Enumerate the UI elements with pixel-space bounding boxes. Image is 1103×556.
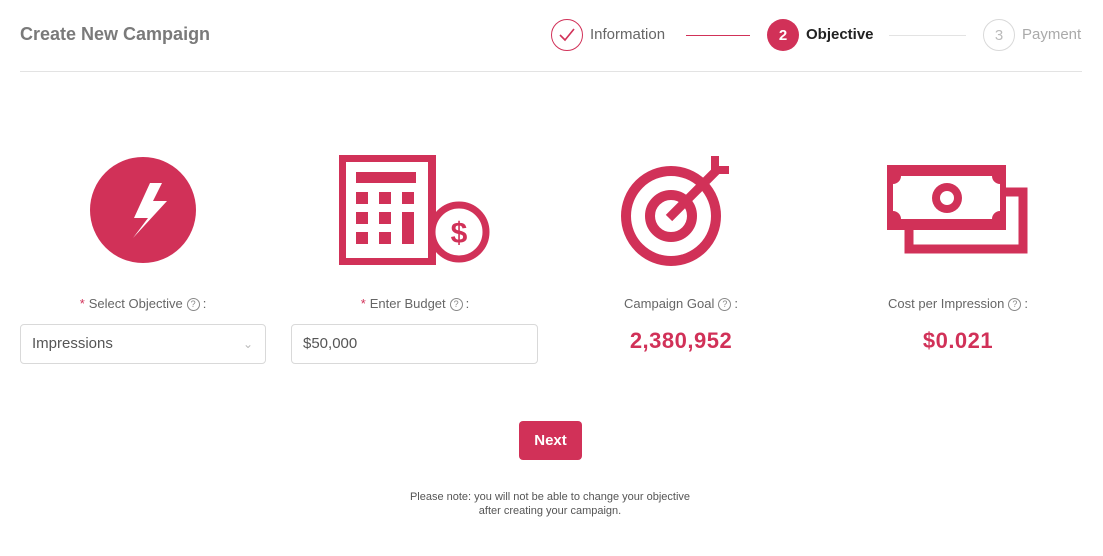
lightning-icon bbox=[18, 150, 268, 270]
budget-section: $ * Enter Budget?: $50,000 bbox=[290, 150, 540, 364]
required-mark: * bbox=[360, 296, 366, 311]
campaign-goal-value: 2,380,952 bbox=[629, 328, 733, 353]
campaign-goal-section: Campaign Goal?: 2,380,952 bbox=[556, 150, 806, 354]
step-connector bbox=[686, 35, 750, 36]
objective-select-value: Impressions bbox=[32, 335, 113, 352]
target-icon bbox=[556, 150, 806, 270]
label-colon: : bbox=[1024, 296, 1028, 311]
budget-input-value: $50,000 bbox=[303, 335, 358, 352]
objective-note: Please note: you will not be able to cha… bbox=[350, 490, 750, 518]
svg-text:$: $ bbox=[451, 217, 468, 250]
label-colon: : bbox=[734, 296, 738, 311]
label-colon: : bbox=[465, 296, 470, 311]
calculator-dollar-icon: $ bbox=[290, 150, 540, 270]
budget-input[interactable]: $50,000 bbox=[291, 324, 538, 364]
header-divider bbox=[20, 71, 1082, 72]
help-icon[interactable]: ? bbox=[718, 298, 732, 311]
note-line-2: after creating your campaign. bbox=[478, 505, 622, 517]
step-2-number[interactable]: 2 bbox=[767, 19, 799, 51]
step-1-check-icon[interactable] bbox=[551, 19, 583, 51]
money-bill-icon bbox=[833, 150, 1083, 270]
help-icon[interactable]: ? bbox=[186, 298, 200, 311]
cost-per-impression-section: Cost per Impression?: $0.021 bbox=[833, 150, 1083, 354]
help-icon[interactable]: ? bbox=[449, 298, 463, 311]
page-title: Create New Campaign bbox=[20, 24, 211, 44]
help-icon[interactable]: ? bbox=[1008, 298, 1022, 311]
step-3-number[interactable]: 3 bbox=[983, 19, 1015, 51]
label-colon: : bbox=[202, 296, 207, 311]
campaign-goal-label: Campaign Goal bbox=[624, 296, 715, 311]
budget-label: Enter Budget bbox=[369, 296, 446, 311]
cost-per-impression-label: Cost per Impression bbox=[888, 296, 1005, 311]
chevron-down-icon: ⌄ bbox=[242, 337, 253, 351]
next-button[interactable]: Next bbox=[519, 421, 582, 460]
step-connector bbox=[889, 35, 966, 36]
step-2-label[interactable]: Objective bbox=[806, 26, 874, 43]
step-1-label[interactable]: Information bbox=[590, 26, 666, 43]
required-mark: * bbox=[79, 296, 85, 311]
cost-per-impression-value: $0.021 bbox=[922, 328, 994, 353]
objective-select[interactable]: Impressions ⌄ bbox=[20, 324, 266, 364]
objective-section: * Select Objective?: Impressions ⌄ bbox=[18, 150, 268, 364]
objective-label: Select Objective bbox=[88, 296, 183, 311]
step-3-label[interactable]: Payment bbox=[1022, 26, 1082, 43]
note-line-1: Please note: you will not be able to cha… bbox=[409, 491, 691, 503]
